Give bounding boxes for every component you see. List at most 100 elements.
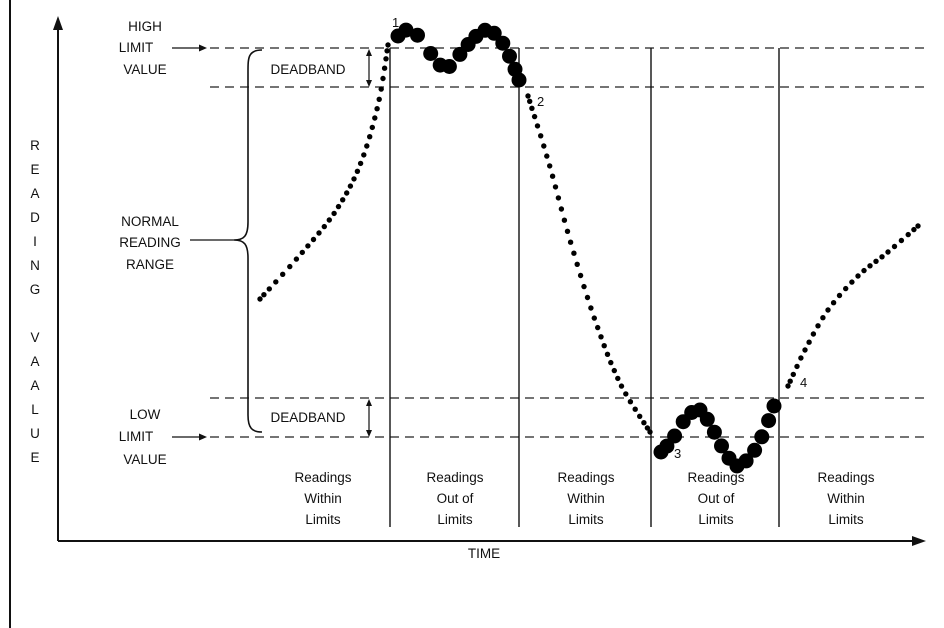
out-of-limit-reading-dot <box>495 35 511 51</box>
reading-dot <box>641 420 647 426</box>
reading-dot <box>354 168 361 174</box>
reading-dot <box>529 105 535 112</box>
y-axis-letter: E <box>30 450 39 465</box>
region-caption-1: Readings Within Limits <box>294 470 351 527</box>
reading-dot <box>305 243 311 249</box>
reading-dot <box>873 258 879 264</box>
reading-dot <box>538 133 544 139</box>
y-axis-letter: E <box>30 162 39 177</box>
reading-dot <box>798 355 804 361</box>
out-of-limit-reading-dot <box>511 72 527 88</box>
reading-dot <box>911 226 917 233</box>
normal-range-brace <box>233 49 263 433</box>
reading-dot <box>347 183 354 189</box>
y-axis-letter: A <box>30 186 39 201</box>
reading-dot <box>581 283 587 290</box>
normal-range-label: NORMAL READING RANGE <box>119 214 181 272</box>
out-of-limit-reading-dot <box>699 411 715 427</box>
reading-dot <box>364 143 370 149</box>
reading-dot <box>335 203 342 210</box>
reading-dot <box>794 363 800 370</box>
reading-dot <box>378 86 384 92</box>
reading-dot <box>561 217 568 223</box>
reading-dot <box>567 239 574 245</box>
reading-dot <box>802 347 808 353</box>
reading-dot <box>595 324 601 331</box>
reading-dot <box>321 223 327 230</box>
y-axis-letter: A <box>30 354 39 369</box>
reading-dot <box>915 223 921 229</box>
reading-dot <box>843 285 849 292</box>
y-axis-letter: I <box>33 234 37 249</box>
region-caption-line: Readings <box>817 470 874 485</box>
reading-dot <box>261 292 267 298</box>
reading-dot <box>787 378 793 384</box>
y-axis-label: R E A D I N G V A A L U E <box>30 138 41 465</box>
reading-dot <box>806 339 812 345</box>
reading-trace <box>257 22 921 474</box>
reading-dot <box>588 305 594 311</box>
region-caption-line: Limits <box>437 512 473 527</box>
reading-dot <box>615 375 621 382</box>
y-axis-letter: R <box>30 138 40 153</box>
region-caption-line: Readings <box>426 470 483 485</box>
reading-dot <box>611 367 617 374</box>
reading-dot <box>310 236 317 243</box>
y-axis-letter: V <box>30 330 39 345</box>
out-of-limit-reading-dot <box>423 46 439 61</box>
y-axis-letter: A <box>30 378 39 393</box>
out-of-limit-reading-dot <box>738 453 754 469</box>
region-caption-5: Readings Within Limits <box>817 470 874 527</box>
reading-dot <box>558 206 565 212</box>
out-of-limit-reading-dot <box>747 442 763 458</box>
reading-dot <box>647 429 653 435</box>
reading-dot <box>527 98 533 105</box>
reading-dot <box>849 279 855 285</box>
out-of-limit-reading-dot <box>398 22 414 38</box>
reading-dot <box>344 190 350 196</box>
reading-dot <box>369 124 375 131</box>
reading-dot <box>367 134 373 140</box>
reading-dot <box>273 279 279 285</box>
high-limit-text: VALUE <box>123 62 166 77</box>
reading-dot <box>361 152 367 158</box>
region-caption-line: Readings <box>294 470 351 485</box>
high-limit-text: HIGH <box>128 19 162 34</box>
high-limit-arrowhead <box>199 44 207 52</box>
reading-dot <box>836 292 843 299</box>
reading-dot <box>384 48 390 54</box>
marker-3: 3 <box>674 446 681 461</box>
region-caption-line: Limits <box>698 512 734 527</box>
region-caption-line: Limits <box>305 512 341 527</box>
reading-dot <box>544 153 550 159</box>
reading-dot <box>331 210 337 217</box>
reading-dot <box>637 413 643 419</box>
reading-dot <box>632 406 638 412</box>
normal-range-text: RANGE <box>126 257 174 272</box>
y-axis-letter: L <box>31 402 39 417</box>
low-limit-arrowhead <box>199 433 207 441</box>
high-limit-text: LIMIT <box>119 40 154 55</box>
high-deadband-arrow <box>366 49 372 87</box>
reading-dot <box>591 315 597 321</box>
region-caption-line: Limits <box>828 512 864 527</box>
reading-dot <box>299 249 305 256</box>
region-caption-line: Limits <box>568 512 604 527</box>
reading-dot <box>867 263 873 269</box>
x-axis-arrowhead <box>912 536 926 546</box>
reading-dot <box>552 184 559 190</box>
reading-dot <box>790 371 796 378</box>
reading-dot <box>861 267 867 274</box>
out-of-limit-reading-dot <box>667 428 683 444</box>
reading-dot <box>815 323 821 329</box>
y-axis-arrowhead <box>53 16 63 30</box>
reading-dot <box>885 249 891 255</box>
reading-dot <box>549 173 556 179</box>
region-caption-line: Readings <box>557 470 614 485</box>
reading-dot <box>891 243 898 250</box>
reading-dot <box>340 197 346 203</box>
region-caption-line: Within <box>304 491 342 506</box>
reading-dot <box>825 307 831 313</box>
reading-dot <box>830 300 837 306</box>
